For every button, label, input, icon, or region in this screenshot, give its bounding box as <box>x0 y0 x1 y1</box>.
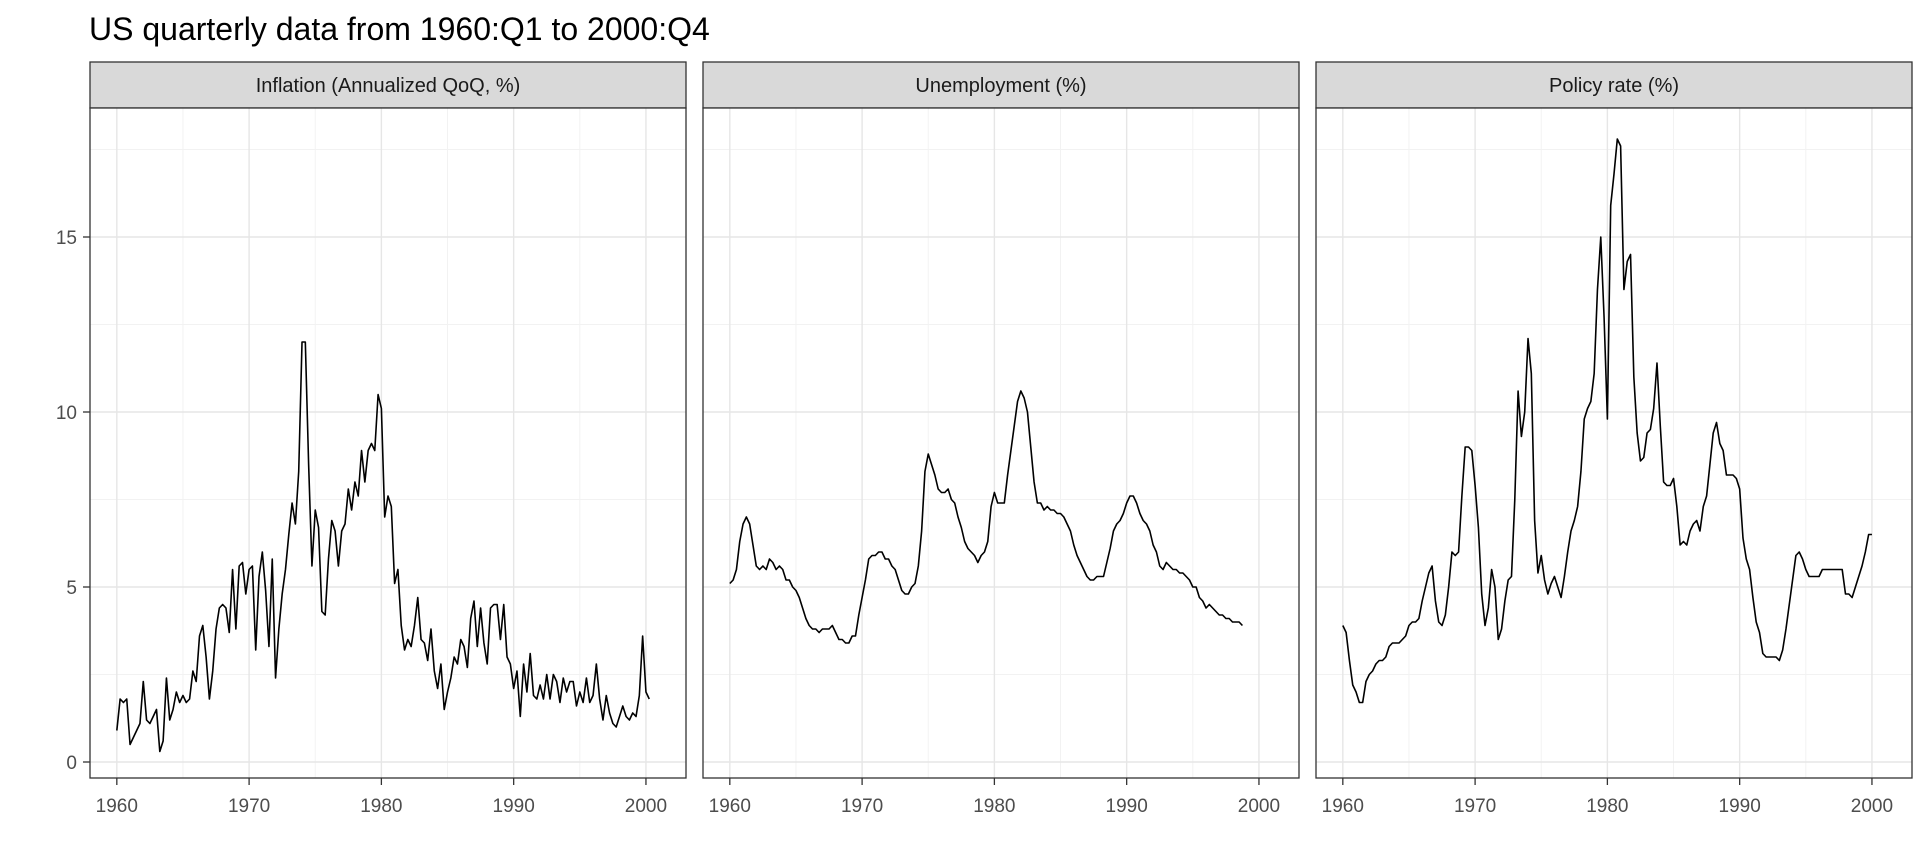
facet-strip <box>89 61 687 109</box>
facet-strip <box>702 61 1300 109</box>
facet-panel-3: Policy rate (%) 1960 1970 1980 1990 2000 <box>1315 61 1913 817</box>
panel-border <box>702 107 1300 779</box>
x-tick-label: 1970 <box>228 796 270 817</box>
x-tick-label: 1960 <box>1322 796 1364 817</box>
series-line-1 <box>1342 138 1872 704</box>
facet-strip-label: Unemployment (%) <box>915 75 1086 97</box>
x-tick-label: 1990 <box>493 796 535 817</box>
facet-panel-1: Inflation (Annualized QoQ, %) 1960 1970 198… <box>56 61 687 817</box>
y-tick-label: 0 <box>66 753 77 774</box>
series-line-1 <box>116 341 650 753</box>
facet-panels: Inflation (Annualized QoQ, %) 1960 1970 198… <box>56 61 1913 817</box>
plot-background <box>1316 108 1912 778</box>
x-tick-label: 1960 <box>96 796 138 817</box>
plot-background <box>90 108 686 778</box>
x-tick-label: 1980 <box>973 796 1015 817</box>
y-tick-label: 5 <box>66 578 77 599</box>
facet-strip-label: Inflation (Annualized QoQ, %) <box>256 75 521 97</box>
panel-border <box>1315 107 1913 779</box>
x-tick-label: 2000 <box>625 796 667 817</box>
figure-title: US quarterly data from 1960:Q1 to 2000:Q… <box>89 11 710 47</box>
x-tick-label: 1980 <box>1586 796 1628 817</box>
x-tick-label: 2000 <box>1851 796 1893 817</box>
x-tick-label: 1980 <box>360 796 402 817</box>
facet-strip-label: Policy rate (%) <box>1549 75 1679 97</box>
panel-border <box>89 107 687 779</box>
facet-strip <box>1315 61 1913 109</box>
x-tick-label: 1960 <box>709 796 751 817</box>
x-tick-label: 1970 <box>1454 796 1496 817</box>
series-line-1 <box>729 390 1244 644</box>
x-tick-label: 1970 <box>841 796 883 817</box>
plot-background <box>703 108 1299 778</box>
x-tick-label: 2000 <box>1238 796 1280 817</box>
facet-panel-2: Unemployment (%) 1960 1970 1980 1990 2000 <box>702 61 1300 817</box>
x-tick-label: 1990 <box>1719 796 1761 817</box>
y-tick-label: 10 <box>56 403 77 424</box>
y-tick-label: 15 <box>56 228 77 249</box>
x-tick-label: 1990 <box>1106 796 1148 817</box>
